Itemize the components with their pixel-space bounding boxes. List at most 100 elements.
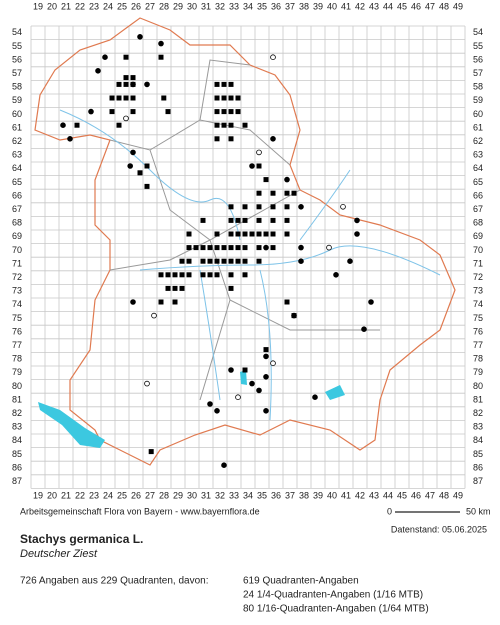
column-label: 28 (159, 490, 169, 500)
column-label: 41 (341, 490, 351, 500)
sub-quadrant-marker (249, 380, 255, 387)
quadrant-marker (179, 258, 185, 264)
quadrant-marker (179, 285, 185, 291)
quadrant-marker (221, 95, 227, 101)
grid (30, 25, 466, 489)
sub-quadrant-marker (270, 54, 276, 60)
column-label: 29 (173, 1, 183, 11)
quadrant-marker (270, 217, 276, 223)
sub-quadrant-marker (102, 54, 108, 60)
row-label: 57 (473, 68, 483, 78)
column-label: 37 (285, 1, 295, 11)
quadrant-marker (214, 81, 220, 87)
sub-quadrant-marker (361, 326, 367, 333)
quadrant-marker (221, 81, 227, 87)
quadrant-marker (221, 245, 227, 251)
column-label: 49 (453, 490, 463, 500)
row-label: 67 (473, 204, 483, 214)
quadrant-marker (235, 258, 241, 264)
sub-quadrant-marker (249, 163, 255, 169)
quadrant-marker (144, 183, 150, 189)
sub-quadrant-marker (256, 149, 262, 156)
row-label: 60 (12, 109, 22, 119)
quadrant-marker (123, 54, 129, 60)
sub-quadrant-marker (263, 353, 269, 360)
quadrant-marker (207, 245, 213, 251)
column-label: 47 (425, 1, 435, 11)
quadrant-marker (109, 95, 115, 101)
quadrant-marker (186, 272, 192, 278)
row-label: 59 (473, 95, 483, 105)
quadrant-marker (242, 258, 248, 264)
sub-quadrant-marker (354, 217, 360, 224)
column-label: 39 (313, 490, 323, 500)
sub-quadrant-marker (340, 204, 346, 210)
sub-quadrant-marker (88, 108, 94, 115)
column-label: 26 (131, 490, 141, 500)
row-label: 58 (12, 82, 22, 92)
quadrant-marker (193, 245, 199, 251)
sub-quadrant-marker (333, 271, 339, 278)
row-label: 57 (12, 68, 22, 78)
row-label: 63 (12, 150, 22, 160)
row-label: 60 (473, 109, 483, 119)
quadrant-marker (256, 258, 262, 264)
row-label: 62 (473, 136, 483, 146)
lake-constance (38, 402, 105, 448)
column-label: 33 (229, 490, 239, 500)
row-label: 82 (473, 408, 483, 418)
sub-quadrant-marker (214, 407, 220, 414)
sub-quadrant-marker (144, 380, 150, 387)
sub-quadrant-marker (270, 136, 276, 142)
column-label: 34 (243, 1, 253, 11)
sub-quadrant-marker (263, 407, 269, 414)
column-label: 44 (383, 490, 393, 500)
column-label: 36 (271, 1, 281, 11)
row-label: 79 (473, 367, 483, 377)
column-label: 36 (271, 490, 281, 500)
row-label: 54 (12, 27, 22, 37)
common-name: Deutscher Ziest (20, 548, 98, 560)
row-label: 62 (12, 136, 22, 146)
quadrant-marker (228, 272, 234, 278)
row-label: 80 (12, 381, 22, 391)
quadrant-marker (242, 245, 248, 251)
row-label: 81 (473, 394, 483, 404)
sub-quadrant-marker (354, 231, 360, 237)
sub-quadrant-marker (291, 312, 297, 319)
quadrant-marker (221, 109, 227, 115)
row-label: 73 (473, 286, 483, 296)
row-label: 64 (12, 163, 22, 173)
column-label: 35 (257, 490, 267, 500)
sub-quadrant-marker (60, 122, 66, 128)
state-border (34, 17, 456, 466)
row-label: 56 (12, 54, 22, 64)
column-label: 43 (369, 1, 379, 11)
column-label: 45 (397, 1, 407, 11)
column-label: 24 (103, 490, 113, 500)
quadrant-marker (235, 95, 241, 101)
sub-quadrant-marker (270, 360, 276, 367)
quadrant-marker (235, 217, 241, 223)
row-label: 64 (473, 163, 483, 173)
sub-quadrant-marker (326, 244, 332, 251)
quadrant-marker (242, 204, 248, 210)
quadrant-marker (284, 299, 290, 305)
row-label: 80 (473, 381, 483, 391)
column-label: 48 (439, 490, 449, 500)
column-label: 23 (89, 1, 99, 11)
quadrant-marker (214, 245, 220, 251)
row-label: 76 (12, 326, 22, 336)
column-label: 25 (117, 1, 127, 11)
quadrant-marker (165, 272, 171, 278)
region-border (109, 59, 380, 401)
quadrant-marker (161, 95, 167, 101)
column-label: 32 (215, 1, 225, 11)
quadrant-marker (123, 95, 129, 101)
scale-start: 0 (387, 506, 392, 516)
column-label: 30 (187, 1, 197, 11)
quadrant-marker (256, 217, 262, 223)
quadrant-marker (263, 177, 269, 183)
quadrant-marker (242, 231, 248, 237)
sub-quadrant-marker (123, 115, 129, 122)
